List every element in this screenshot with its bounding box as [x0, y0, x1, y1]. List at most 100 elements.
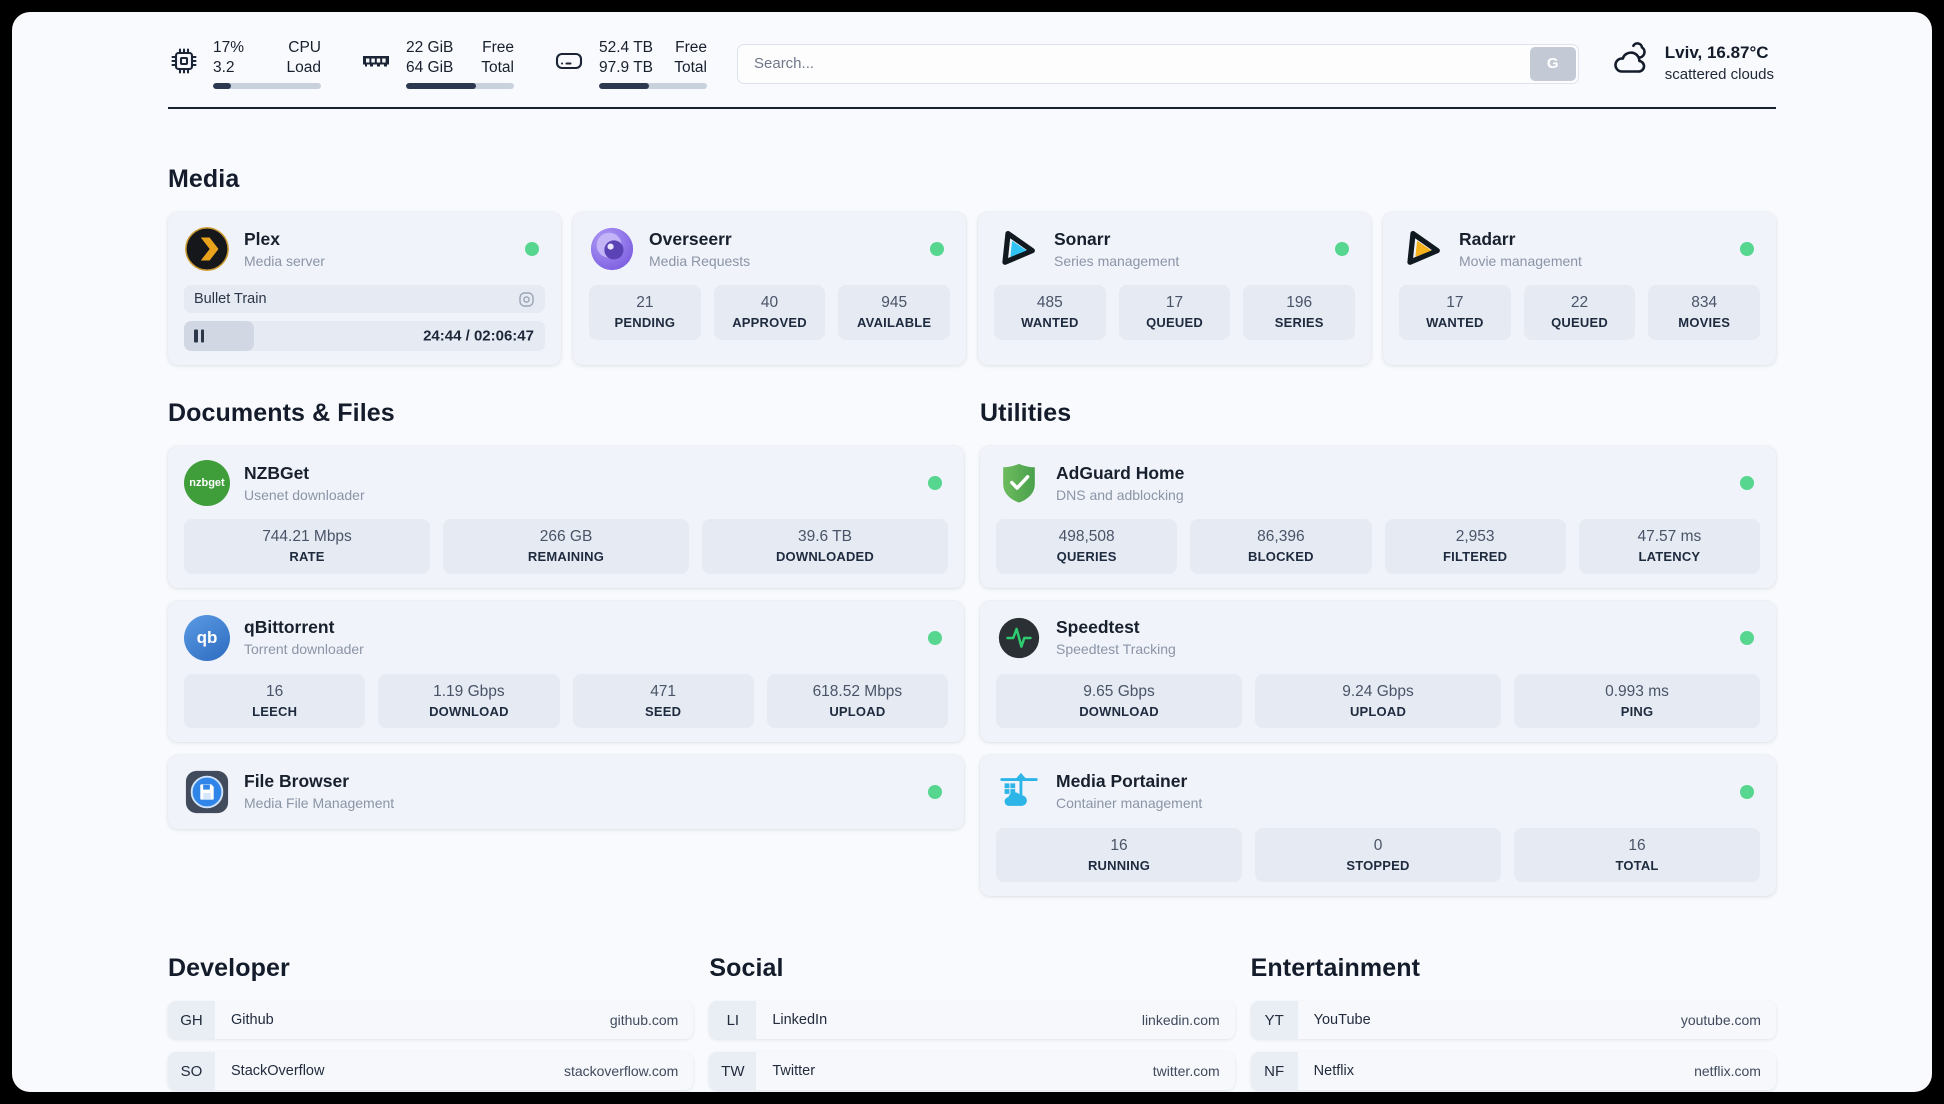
stat-upload: 618.52 Mbps UPLOAD: [766, 673, 948, 728]
stat-remaining: 266 GB REMAINING: [443, 519, 689, 574]
bookmark-abbr: NF: [1250, 1052, 1298, 1091]
bookmark-github[interactable]: GH Github github.com: [168, 1001, 694, 1040]
stat-seed: 471 SEED: [572, 673, 754, 728]
bookmark-url: stackoverflow.com: [563, 1063, 679, 1080]
bookmark-youtube[interactable]: YT YouTube youtube.com: [1250, 1001, 1776, 1040]
stat-value: 471: [650, 682, 677, 700]
stat-value: 744.21 Mbps: [262, 528, 352, 546]
app-name: NZBGet: [244, 462, 310, 483]
cloud-icon: [1609, 39, 1653, 88]
stat-value: 618.52 Mbps: [812, 682, 903, 700]
stat-value: 9.24 Gbps: [1342, 682, 1414, 700]
nzbget-icon-text: nzbget: [189, 477, 225, 490]
ram-total-label: Total: [481, 59, 514, 77]
app-card-portainer[interactable]: Media Portainer Container management 16 …: [980, 754, 1776, 897]
bookmark-url: twitter.com: [1152, 1063, 1220, 1080]
stat-label: DOWNLOADED: [775, 549, 875, 565]
app-desc: Container management: [1056, 795, 1203, 812]
stat-value: 16: [266, 682, 284, 700]
stat-value: 17: [1446, 294, 1464, 312]
weather-widget: Lviv, 16.87°C scattered clouds: [1609, 39, 1776, 88]
bookmark-url: netflix.com: [1694, 1063, 1761, 1080]
stat-label: QUEUED: [1551, 315, 1608, 331]
stat-label: DOWNLOAD: [429, 703, 509, 719]
stat-value: 17: [1165, 294, 1184, 312]
bookmark-netflix[interactable]: NF Netflix netflix.com: [1250, 1052, 1776, 1091]
portainer-icon: [996, 769, 1042, 815]
app-desc: DNS and adblocking: [1056, 486, 1184, 503]
status-dot: [1740, 784, 1754, 799]
sonarr-icon: [994, 226, 1040, 272]
stat-label: QUERIES: [1056, 549, 1117, 565]
app-card-qbittorrent[interactable]: qb qBittorrent Torrent downloader 16: [168, 600, 964, 742]
app-name: Plex: [244, 228, 280, 249]
bookmark-stackoverflow[interactable]: SO StackOverflow stackoverflow.com: [168, 1052, 694, 1091]
stat-label: LEECH: [252, 703, 298, 719]
app-name: qBittorrent: [244, 617, 335, 638]
stat-value: 39.6 TB: [797, 528, 852, 546]
weather-condition: scattered clouds: [1664, 65, 1774, 83]
stat-wanted: 485 WANTED: [994, 285, 1106, 340]
playback-time: 24:44 / 02:06:47: [423, 327, 534, 345]
status-dot: [930, 242, 944, 257]
ram-total-value: 64 GiB: [406, 59, 454, 77]
stat-total: 16 TOTAL: [1514, 827, 1760, 883]
bookmark-abbr: TW: [709, 1052, 757, 1091]
stat-value: 40: [760, 294, 779, 312]
stat-value: 0.993 ms: [1605, 682, 1669, 700]
stat-label: REMAINING: [527, 549, 605, 565]
stat-label: PING: [1620, 703, 1654, 719]
overseerr-icon: [589, 226, 635, 272]
app-name: Radarr: [1459, 228, 1516, 249]
section-title-developer: Developer: [168, 954, 290, 983]
section-title-entertainment: Entertainment: [1250, 954, 1421, 983]
status-dot: [1740, 476, 1754, 491]
app-name: Media Portainer: [1056, 771, 1188, 792]
app-card-radarr[interactable]: Radarr Movie management 17 WANTED 22 QUE…: [1383, 212, 1776, 366]
session-icon[interactable]: [518, 291, 535, 308]
stat-movies: 834 MOVIES: [1648, 285, 1761, 340]
cpu-progress-fill: [213, 83, 232, 90]
app-card-speedtest[interactable]: Speedtest Speedtest Tracking 9.65 Gbps D…: [980, 600, 1776, 742]
search-engine-button[interactable]: G: [1529, 46, 1576, 81]
ram-progress-fill: [406, 83, 477, 90]
cpu-percent: 17%: [213, 39, 245, 56]
app-card-nzbget[interactable]: nzbget NZBGet Usenet downloader 744.21 M…: [168, 446, 964, 588]
stat-label: RATE: [289, 549, 325, 565]
app-card-adguard[interactable]: AdGuard Home DNS and adblocking 498,508 …: [980, 446, 1776, 588]
stat-value: 22: [1570, 294, 1589, 312]
search-input[interactable]: [737, 43, 1579, 84]
app-card-overseerr[interactable]: Overseerr Media Requests 21 PENDING 40 A…: [573, 212, 966, 366]
stat-label: SEED: [645, 703, 682, 719]
stat-label: DOWNLOAD: [1079, 703, 1159, 719]
stat-label: UPLOAD: [829, 703, 886, 719]
status-dot: [928, 630, 942, 645]
stat-download: 9.65 Gbps DOWNLOAD: [996, 673, 1242, 728]
playback-progress-bar[interactable]: 24:44 / 02:06:47: [184, 321, 545, 352]
app-desc: Speedtest Tracking: [1056, 640, 1176, 657]
bookmark-name: StackOverflow: [231, 1063, 325, 1080]
app-card-plex[interactable]: Plex Media server Bullet Train: [168, 212, 561, 366]
bookmark-linkedin[interactable]: LI LinkedIn linkedin.com: [709, 1001, 1235, 1040]
stat-label: RUNNING: [1087, 858, 1151, 874]
bookmark-url: linkedin.com: [1141, 1012, 1220, 1029]
app-name: Speedtest: [1056, 617, 1140, 638]
pause-button[interactable]: [194, 329, 204, 343]
plex-icon: [184, 226, 230, 272]
now-playing-title: Bullet Train: [194, 291, 267, 308]
app-card-filebrowser[interactable]: File Browser Media File Management: [168, 754, 964, 829]
app-card-sonarr[interactable]: Sonarr Series management 485 WANTED 17 Q…: [978, 212, 1371, 366]
stat-value: 196: [1286, 294, 1313, 312]
stat-leech: 16 LEECH: [184, 673, 366, 728]
stat-label: APPROVED: [732, 315, 807, 331]
cpu-icon: [168, 45, 200, 82]
app-desc: Media File Management: [244, 795, 395, 812]
stat-queued: 17 QUEUED: [1118, 285, 1231, 340]
stat-upload: 9.24 Gbps UPLOAD: [1255, 673, 1501, 728]
bookmark-twitter[interactable]: TW Twitter twitter.com: [709, 1052, 1235, 1091]
bookmark-abbr: YT: [1250, 1001, 1298, 1040]
disk-free-value: 52.4 TB: [599, 39, 654, 56]
nzbget-icon: nzbget: [184, 460, 230, 507]
section-title-media: Media: [168, 165, 240, 194]
stat-pending: 21 PENDING: [589, 285, 701, 340]
